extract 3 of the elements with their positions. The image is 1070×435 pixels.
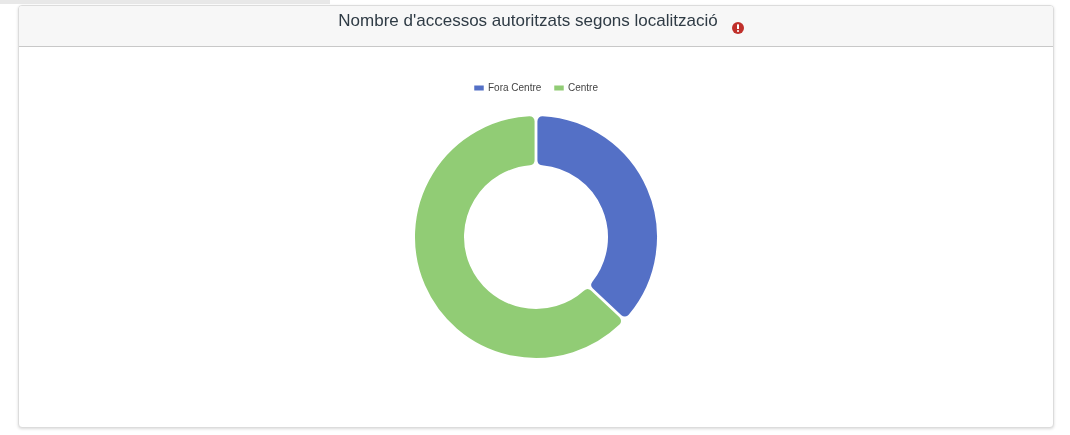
legend-label: Fora Centre bbox=[488, 82, 542, 93]
legend-label: Centre bbox=[568, 82, 599, 93]
chart-title: Nombre d'accessos autoritzats segons localització bbox=[338, 11, 718, 31]
